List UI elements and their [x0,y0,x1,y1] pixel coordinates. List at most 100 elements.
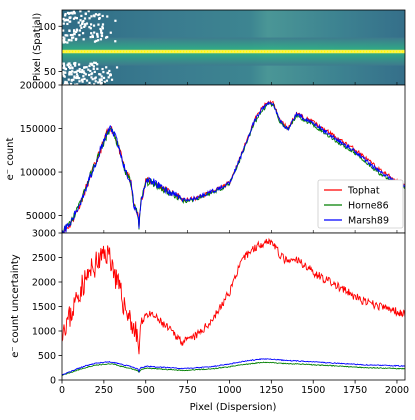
masked-pixel [72,30,76,33]
masked-pixel [91,35,94,39]
masked-pixel [73,12,76,15]
masked-pixel [70,11,73,14]
masked-pixel [72,29,76,32]
masked-pixel [70,39,73,42]
masked-pixel [92,24,96,27]
masked-pixel [89,62,92,65]
masked-pixel [64,12,67,16]
masked-pixel [80,71,84,74]
masked-pixel [115,66,119,69]
panel3-xtick-label: 250 [95,385,113,396]
masked-pixel [85,66,88,69]
masked-pixel [63,38,66,42]
masked-pixel [63,75,66,78]
masked-pixel [75,70,78,74]
masked-pixel [88,26,91,29]
trace-dot [126,50,128,53]
trace-dot [168,50,170,53]
trace-dot [273,50,275,53]
masked-pixel [83,23,87,26]
trace-dot [192,50,194,53]
masked-pixel [76,29,79,32]
masked-pixel [75,37,78,41]
masked-pixel [98,13,101,16]
masked-pixel [78,29,82,32]
masked-pixel [75,73,79,76]
masked-pixel [98,73,101,76]
masked-pixel [70,79,73,82]
masked-pixel [76,83,79,85]
trace-dot [225,50,227,53]
masked-pixel [94,76,97,79]
trace-dot [375,50,377,53]
trace-dot [189,50,191,53]
masked-pixel [100,83,103,85]
masked-pixel [100,34,104,38]
panel3-ylabel: e⁻ count uncertainty [10,254,21,358]
x-axis-label: Pixel (Dispersion) [190,402,277,413]
trace-dot [339,50,341,53]
trace-dot [123,50,125,53]
masked-pixel [82,75,85,78]
masked-pixel [62,29,65,32]
trace-dot [210,50,212,53]
trace-dot [384,50,386,53]
masked-pixel [63,82,67,85]
panel2-ytick-label: 100000 [20,168,56,179]
trace-dot [105,50,107,53]
panel3-xtick-label: 1000 [217,385,241,396]
masked-pixel [63,67,66,70]
masked-pixel [78,69,81,72]
trace-dot [342,50,344,53]
masked-pixel [68,20,71,23]
trace-dot [372,50,374,53]
panel3-background [62,233,405,380]
masked-pixel [62,84,65,85]
panel3-ytick-label: 2500 [32,253,56,264]
masked-pixel [91,78,94,81]
trace-band [62,50,405,54]
panel3-xtick-label: 1500 [301,385,325,396]
trace-dot [282,50,284,53]
legend-label-marsh89: Marsh89 [348,216,389,227]
trace-dot [219,50,221,53]
masked-pixel [73,76,76,79]
trace-dot [183,50,185,53]
trace-dot [402,50,404,53]
trace-dot [111,50,113,53]
trace-dot [291,50,293,53]
masked-pixel [82,38,85,41]
masked-pixel [101,67,104,71]
masked-pixel [72,36,75,39]
masked-pixel [90,76,93,79]
trace-dot [264,50,266,53]
legend-label-tophat: Tophat [347,186,380,197]
masked-pixel [85,79,89,82]
masked-pixel [66,63,69,67]
trace-dot [159,50,161,53]
trace-dot [90,50,92,53]
masked-pixel [96,67,99,70]
trace-dot [300,50,302,53]
masked-pixel [65,82,68,85]
masked-pixel [62,22,65,25]
trace-dot [63,50,65,53]
panel3-ytick-label: 1500 [32,302,56,313]
masked-pixel [88,81,91,84]
masked-pixel [89,27,92,30]
trace-dot [366,50,368,53]
trace-dot [141,50,143,53]
trace-dot [327,50,329,53]
trace-dot [114,50,116,53]
masked-pixel [99,38,103,41]
trace-dot [255,50,257,53]
panel3-xtick-label: 1250 [259,385,283,396]
masked-pixel [83,72,86,75]
masked-pixel [105,66,108,69]
masked-pixel [72,78,75,81]
masked-pixel [79,10,82,13]
masked-pixel [105,79,109,82]
masked-pixel [74,30,78,34]
masked-pixel [72,17,76,20]
